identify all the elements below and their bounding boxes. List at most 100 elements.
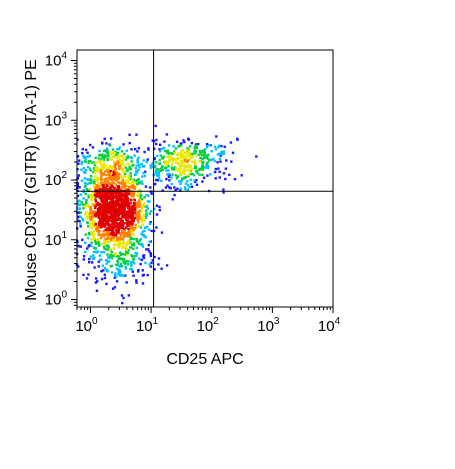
event-dot: [155, 226, 158, 229]
event-dot: [143, 150, 146, 154]
event-dot: [189, 178, 193, 181]
event-dot: [96, 176, 99, 180]
event-dot: [123, 205, 126, 208]
event-dot: [121, 194, 124, 198]
event-dot: [187, 175, 190, 178]
event-dot: [96, 169, 99, 172]
event-dot: [121, 238, 125, 241]
event-dot: [130, 219, 133, 222]
event-dot: [76, 194, 80, 198]
event-dot: [120, 185, 124, 188]
event-dot: [130, 227, 133, 230]
event-dot: [119, 274, 122, 277]
event-dot: [103, 192, 107, 195]
event-dot: [104, 242, 107, 246]
event-dot: [94, 200, 98, 203]
event-dot: [101, 159, 104, 162]
event-dot: [101, 197, 104, 201]
event-dot: [109, 223, 112, 226]
event-dot: [119, 224, 122, 227]
event-dot: [123, 222, 126, 225]
event-dot: [123, 196, 126, 199]
event-dot: [104, 155, 108, 158]
event-dot: [194, 180, 197, 184]
event-dot: [178, 168, 182, 171]
event-dot: [134, 210, 137, 213]
event-dot: [156, 174, 160, 177]
event-dot: [121, 207, 125, 211]
event-dot: [132, 247, 135, 250]
event-dot: [182, 159, 185, 162]
event-dot: [132, 257, 135, 261]
event-dot: [187, 138, 191, 141]
event-dot: [110, 152, 113, 155]
event-dot: [107, 228, 111, 232]
event-dot: [130, 229, 133, 233]
event-dot: [112, 177, 115, 180]
event-dot: [171, 157, 175, 160]
event-dot: [190, 141, 194, 145]
event-dot: [145, 212, 148, 215]
event-dot: [115, 204, 118, 207]
event-dot: [206, 157, 210, 160]
event-dot: [129, 201, 132, 205]
event-dot: [112, 212, 115, 216]
event-dot: [218, 176, 221, 179]
event-dot: [130, 222, 133, 225]
event-dot: [107, 255, 110, 259]
event-dot: [89, 143, 92, 147]
event-dot: [86, 151, 89, 154]
event-dot: [179, 173, 183, 177]
event-dot: [94, 178, 97, 181]
event-dot: [135, 252, 139, 255]
event-dot: [83, 205, 87, 208]
event-dot: [198, 149, 202, 153]
event-dot: [120, 176, 124, 179]
event-dot: [99, 204, 102, 208]
event-dot: [109, 203, 112, 207]
event-dot: [168, 154, 172, 157]
event-dot: [129, 261, 133, 264]
event-dot: [201, 153, 204, 157]
event-dot: [115, 202, 118, 206]
event-dot: [128, 241, 131, 245]
event-dot: [106, 153, 110, 156]
event-dot: [110, 271, 114, 274]
event-dot: [170, 159, 173, 162]
event-dot: [188, 154, 191, 157]
event-dot: [143, 174, 147, 178]
event-dot: [99, 225, 102, 228]
event-dot: [124, 158, 128, 161]
event-dot: [146, 273, 149, 277]
event-dot: [117, 181, 120, 184]
event-dot: [114, 183, 118, 186]
event-dot: [88, 257, 91, 261]
event-dot: [116, 160, 119, 163]
event-dot: [124, 179, 127, 182]
event-dot: [116, 171, 119, 174]
event-dot: [118, 251, 122, 254]
event-dot: [89, 215, 93, 219]
event-dot: [94, 198, 97, 201]
event-dot: [100, 258, 103, 261]
event-dot: [84, 184, 87, 187]
event-dot: [110, 229, 113, 232]
event-dot: [104, 182, 107, 185]
event-dot: [104, 196, 107, 199]
event-dot: [126, 241, 129, 245]
event-dot: [129, 210, 133, 213]
event-dot: [84, 233, 87, 236]
event-dot: [180, 150, 183, 153]
event-dot: [94, 167, 97, 171]
event-dot: [224, 167, 228, 170]
event-dot: [91, 232, 95, 236]
event-dot: [217, 167, 220, 170]
event-dot: [115, 275, 118, 278]
event-dot: [105, 259, 109, 262]
event-dot: [89, 212, 93, 216]
event-dot: [188, 145, 192, 148]
event-dot: [126, 168, 129, 171]
event-dot: [118, 225, 121, 229]
event-dot: [184, 159, 187, 162]
event-dot: [132, 233, 135, 236]
